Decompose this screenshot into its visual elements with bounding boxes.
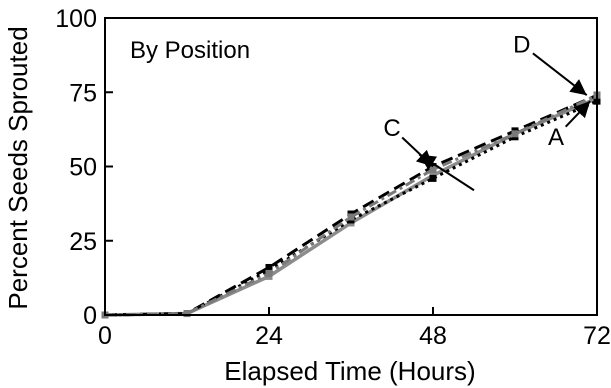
annotation-label-D: D <box>513 32 530 59</box>
data-point-D <box>429 165 437 173</box>
x-tick-label: 0 <box>98 322 112 350</box>
data-point-D <box>265 269 273 277</box>
series-line-C <box>104 93 598 317</box>
y-tick-label: 50 <box>69 154 97 182</box>
annotation-label-C: C <box>383 115 400 142</box>
annotation-arrow <box>418 153 475 192</box>
plot-frame <box>104 17 598 316</box>
x-tick-label: 48 <box>419 322 447 350</box>
x-tick-label: 72 <box>583 322 611 350</box>
series-line-D <box>104 93 598 317</box>
x-tick-label: 24 <box>255 322 283 350</box>
data-point-C <box>265 263 273 271</box>
y-tick-label: 0 <box>83 302 97 330</box>
x-axis-label: Elapsed Time (Hours) <box>224 356 475 386</box>
data-point-B <box>429 174 437 182</box>
y-axis-label: Percent Seeds Sprouted <box>3 26 33 309</box>
annotation-label-A: A <box>548 124 564 151</box>
y-tick-label: 100 <box>55 5 97 33</box>
annotation-arrow-A <box>564 100 591 128</box>
annotation-arrow-C <box>401 136 434 168</box>
series-line-B <box>104 99 598 317</box>
data-point-D <box>511 130 519 138</box>
annotation-arrow-D <box>532 52 588 97</box>
y-tick-label: 75 <box>69 79 97 107</box>
y-tick-label: 25 <box>69 228 97 256</box>
data-point-D <box>347 213 355 221</box>
panel-title: By Position <box>130 37 250 64</box>
data-point-D <box>183 310 191 318</box>
